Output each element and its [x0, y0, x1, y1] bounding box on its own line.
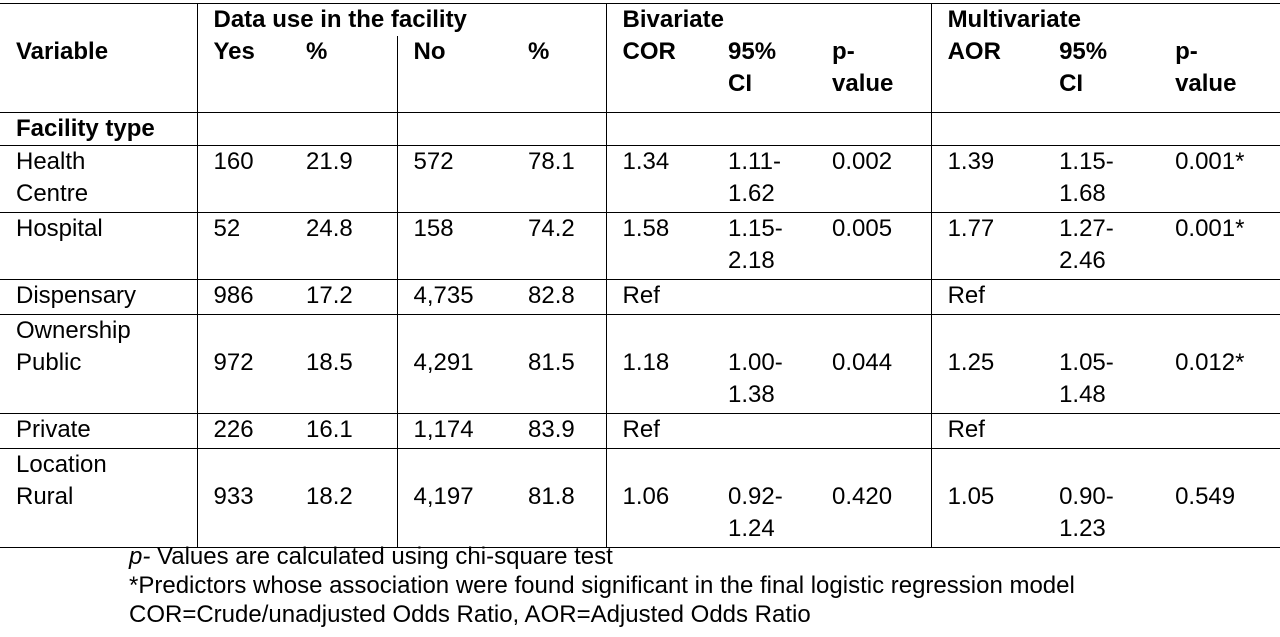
section-row-facility-type: Facility type — [0, 112, 1280, 146]
cell-pct-yes: 24.8 — [290, 212, 397, 280]
cell-aor: 1.05 — [930, 448, 1044, 548]
row-variable: Dispensary — [0, 279, 197, 315]
cell-p-aor: 0.549 — [1159, 448, 1280, 548]
table-row: Ownership Public 972 18.5 4,291 81.5 1.18… — [0, 314, 1280, 414]
cell-cor: Ref — [605, 413, 713, 449]
cell-ci-cor: 1.15- 2.18 — [712, 212, 817, 280]
cell-aor: 1.77 — [930, 212, 1044, 280]
cell-yes: 972 — [196, 314, 290, 414]
cell-p-cor: 0.420 — [816, 448, 932, 548]
cell-pct-yes: 17.2 — [290, 279, 397, 315]
cell-no: 4,197 — [396, 448, 512, 548]
cell-pct-no: 83.9 — [512, 413, 607, 449]
table-row: Hospital 52 24.8 158 74.2 1.58 1.15- 2.18… — [0, 212, 1280, 280]
row-variable: Ownership Public — [0, 314, 197, 414]
cell-p-cor: 0.005 — [816, 212, 932, 280]
header-ci-aor-line1: 95% — [1059, 38, 1108, 65]
cell-aor: Ref — [930, 279, 1044, 315]
header-ci-cor-line1: 95% — [728, 38, 777, 65]
header-p-aor-line2: value — [1175, 70, 1237, 97]
cell-aor: Ref — [930, 413, 1044, 449]
header-aor: AOR — [930, 36, 1044, 113]
row-variable: Health Centre — [0, 145, 197, 213]
header-ci-cor-line2: CI — [728, 70, 753, 97]
header-column-row: Variable Yes % No % COR 95% CI p-value AO… — [0, 36, 1280, 113]
cell-no: 4,735 — [396, 279, 512, 315]
section-label-location: Location — [16, 451, 107, 478]
header-p-aor: p-value — [1159, 36, 1280, 113]
table-row: Dispensary 986 17.2 4,735 82.8 Ref Ref — [0, 279, 1280, 315]
cell-cor: 1.34 — [605, 145, 713, 213]
cell-ci-aor: 1.05- 1.48 — [1043, 314, 1160, 414]
header-p-aor-line1: p- — [1175, 38, 1198, 65]
section-label-facility-type: Facility type — [0, 112, 197, 146]
cell-yes: 160 — [196, 145, 290, 213]
cell-pct-no: 78.1 — [512, 145, 607, 213]
header-p-cor: p-value — [816, 36, 932, 113]
cell-no: 158 — [396, 212, 512, 280]
header-pct-no: % — [512, 36, 607, 113]
header-ci-cor: 95% CI — [712, 36, 817, 113]
cell-pct-no: 74.2 — [512, 212, 607, 280]
header-group-row: Data use in the facility Bivariate Multi… — [0, 3, 1280, 36]
cell-pct-no: 82.8 — [512, 279, 607, 315]
cell-yes: 226 — [196, 413, 290, 449]
cell-aor: 1.39 — [930, 145, 1044, 213]
header-variable: Variable — [0, 36, 197, 113]
cell-ci-aor: 0.90- 1.23 — [1043, 448, 1160, 548]
header-ci-aor: 95% CI — [1043, 36, 1160, 113]
header-group-bivariate: Bivariate — [605, 3, 932, 36]
cell-p-aor: 0.001* — [1159, 145, 1280, 213]
cell-cor: Ref — [605, 279, 713, 315]
header-no: No — [396, 36, 512, 113]
cell-ci-aor: 1.27- 2.46 — [1043, 212, 1160, 280]
cell-aor: 1.25 — [930, 314, 1044, 414]
footnote-significance: *Predictors whose association were found… — [129, 572, 1075, 599]
row-variable: Location Rural — [0, 448, 197, 548]
cell-pct-no: 81.5 — [512, 314, 607, 414]
header-p-cor-line2: value — [832, 70, 894, 97]
cell-cor: 1.58 — [605, 212, 713, 280]
cell-yes: 933 — [196, 448, 290, 548]
cell-pct-yes: 18.5 — [290, 314, 397, 414]
cell-yes: 986 — [196, 279, 290, 315]
cell-yes: 52 — [196, 212, 290, 280]
cell-ci-cor: 1.11- 1.62 — [712, 145, 817, 213]
cell-cor: 1.18 — [605, 314, 713, 414]
header-group-data-use: Data use in the facility — [196, 3, 607, 36]
cell-pct-no: 81.8 — [512, 448, 607, 548]
header-ci-aor-line2: CI — [1059, 70, 1084, 97]
cell-p-aor: 0.001* — [1159, 212, 1280, 280]
cell-ci-cor: 1.00- 1.38 — [712, 314, 817, 414]
footnote-abbreviations: COR=Crude/unadjusted Odds Ratio, AOR=Adj… — [129, 601, 811, 628]
cell-no: 1,174 — [396, 413, 512, 449]
row-variable: Private — [0, 413, 197, 449]
cell-pct-yes: 16.1 — [290, 413, 397, 449]
row-variable: Hospital — [0, 212, 197, 280]
table-footnotes: p- Values are calculated using chi-squar… — [129, 542, 1075, 629]
table-row: Private 226 16.1 1,174 83.9 Ref Ref — [0, 413, 1280, 449]
cell-no: 572 — [396, 145, 512, 213]
cell-pct-yes: 18.2 — [290, 448, 397, 548]
cell-ci-cor: 0.92- 1.24 — [712, 448, 817, 548]
header-cor: COR — [605, 36, 713, 113]
cell-p-aor: 0.012* — [1159, 314, 1280, 414]
cell-p-cor: 0.002 — [816, 145, 932, 213]
footnote-p-value: p- Values are calculated using chi-squar… — [129, 543, 613, 570]
cell-cor: 1.06 — [605, 448, 713, 548]
header-group-multivariate: Multivariate — [930, 3, 1280, 36]
header-yes: Yes — [196, 36, 290, 113]
table-row: Health Centre 160 21.9 572 78.1 1.34 1.11… — [0, 145, 1280, 213]
table-row: Location Rural 933 18.2 4,197 81.8 1.06 0… — [0, 448, 1280, 548]
section-label-ownership: Ownership — [16, 317, 131, 344]
cell-no: 4,291 — [396, 314, 512, 414]
header-pct-yes: % — [290, 36, 397, 113]
cell-p-cor: 0.044 — [816, 314, 932, 414]
regression-table: Data use in the facility Bivariate Multi… — [0, 3, 1280, 548]
cell-pct-yes: 21.9 — [290, 145, 397, 213]
header-p-cor-line1: p- — [832, 38, 855, 65]
cell-ci-aor: 1.15- 1.68 — [1043, 145, 1160, 213]
